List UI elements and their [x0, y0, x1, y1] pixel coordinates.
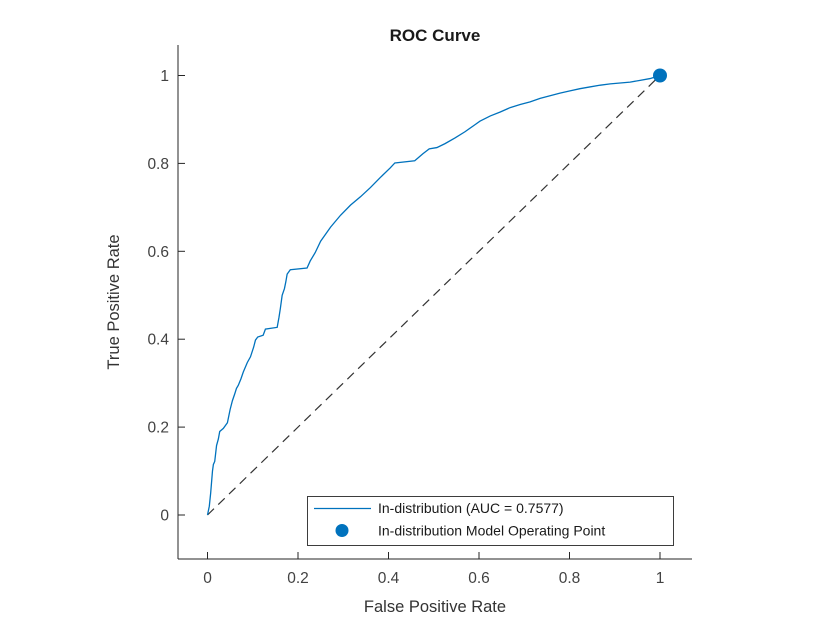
x-tick-label: 0.2: [287, 570, 309, 587]
y-tick-label: 0.4: [147, 332, 169, 349]
legend-box: [307, 496, 674, 546]
x-axis-label: False Positive Rate: [364, 598, 506, 616]
legend: In-distribution (AUC = 0.7577) In-distri…: [307, 496, 674, 546]
x-tick-label: 0: [203, 570, 212, 587]
legend-dot-sample: [335, 524, 349, 537]
x-tick-label: 0.4: [378, 570, 400, 587]
chance-diagonal-line: [207, 75, 661, 516]
legend-entry-roc: In-distribution (AUC = 0.7577): [378, 500, 564, 516]
x-tick-label: 0.8: [559, 570, 581, 587]
operating-point-marker: [653, 68, 667, 83]
roc-curve-line: [206, 74, 661, 516]
y-tick-label: 0: [160, 508, 169, 525]
chart-title: ROC Curve: [390, 26, 481, 45]
x-axis-ticks: 0 0.2 0.4 0.6 0.8 1: [203, 552, 664, 587]
x-tick-label: 1: [656, 570, 665, 587]
y-axis-ticks: 0 0.2 0.4 0.6 0.8 1: [147, 68, 185, 525]
y-axis-label: True Positive Rate: [105, 234, 123, 369]
x-tick-label: 0.6: [468, 570, 490, 587]
y-tick-label: 0.2: [147, 420, 169, 437]
y-tick-label: 0.8: [147, 156, 169, 173]
y-tick-label: 0.6: [147, 244, 169, 261]
y-tick-label: 1: [160, 68, 169, 85]
legend-entry-operating-point: In-distribution Model Operating Point: [378, 523, 605, 539]
axes: [177, 45, 692, 560]
